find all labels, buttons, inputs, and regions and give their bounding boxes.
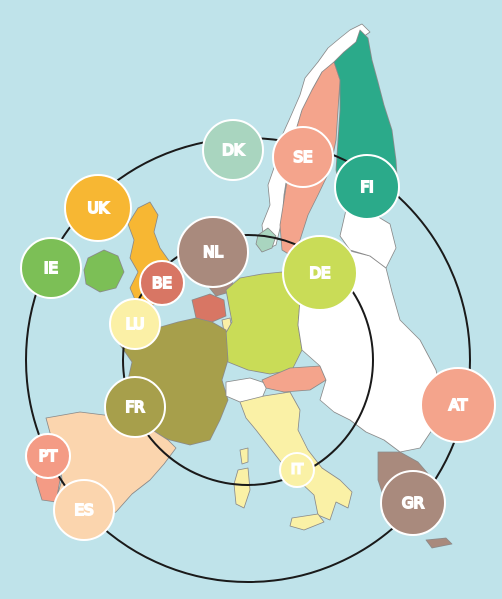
bubble-be[interactable]: BE	[139, 260, 185, 306]
bubble-pt[interactable]: PT	[25, 433, 71, 479]
bubble-es-label: ES	[75, 501, 94, 519]
bubble-fr-label: FR	[125, 398, 144, 416]
bubble-fi[interactable]: FI	[334, 154, 400, 220]
bubble-be-label: BE	[152, 274, 172, 292]
bubble-be-circle	[139, 260, 185, 306]
bubble-fi-label: FI	[360, 178, 373, 196]
bubble-it[interactable]: IT	[279, 452, 315, 488]
bubble-de[interactable]: DE	[282, 235, 358, 311]
bubble-ie-circle	[20, 237, 82, 299]
ireland-shape	[83, 249, 125, 293]
bubble-nl[interactable]: NL	[177, 216, 249, 288]
corsica-shape	[239, 447, 249, 465]
bubble-uk-circle	[64, 174, 132, 242]
bubble-uk-label: UK	[88, 199, 110, 217]
crete-shape	[425, 537, 453, 549]
bubble-gr-label: GR	[402, 494, 424, 512]
bubble-uk[interactable]: UK	[64, 174, 132, 242]
bubble-dk-label: DK	[222, 141, 245, 159]
bubble-se-circle	[272, 126, 334, 188]
bubble-pt-circle	[25, 433, 71, 479]
bubble-de-circle	[282, 235, 358, 311]
bubble-dk[interactable]: DK	[202, 119, 264, 181]
bubble-fr[interactable]: FR	[104, 376, 166, 438]
bubble-dk-circle	[202, 119, 264, 181]
bubble-lu[interactable]: LU	[109, 298, 161, 350]
bubble-it-label: IT	[291, 463, 303, 478]
bubble-lu-label: LU	[126, 315, 145, 333]
bubble-ie[interactable]: IE	[20, 237, 82, 299]
bubble-it-circle	[279, 452, 315, 488]
bubble-es[interactable]: ES	[53, 479, 115, 541]
sicily-shape	[289, 513, 325, 531]
bubble-ie-label: IE	[44, 259, 58, 277]
denmark-shape	[255, 227, 277, 253]
bubble-se[interactable]: SE	[272, 126, 334, 188]
bubble-se-label: SE	[294, 148, 313, 166]
inner-ring	[122, 234, 374, 486]
bubble-lu-circle	[109, 298, 161, 350]
bubble-fr-circle	[104, 376, 166, 438]
austria-shape	[261, 365, 327, 393]
bubble-at-circle	[420, 367, 496, 443]
bubble-at[interactable]: AT	[420, 367, 496, 443]
bubble-es-circle	[53, 479, 115, 541]
bubble-pt-label: PT	[39, 447, 58, 465]
bubble-nl-label: NL	[203, 243, 223, 261]
bubble-fi-circle	[334, 154, 400, 220]
bubble-gr-circle	[380, 470, 446, 536]
bubble-at-label: AT	[449, 396, 468, 414]
bubble-nl-circle	[177, 216, 249, 288]
bubble-gr[interactable]: GR	[380, 470, 446, 536]
bubble-de-label: DE	[309, 264, 330, 282]
